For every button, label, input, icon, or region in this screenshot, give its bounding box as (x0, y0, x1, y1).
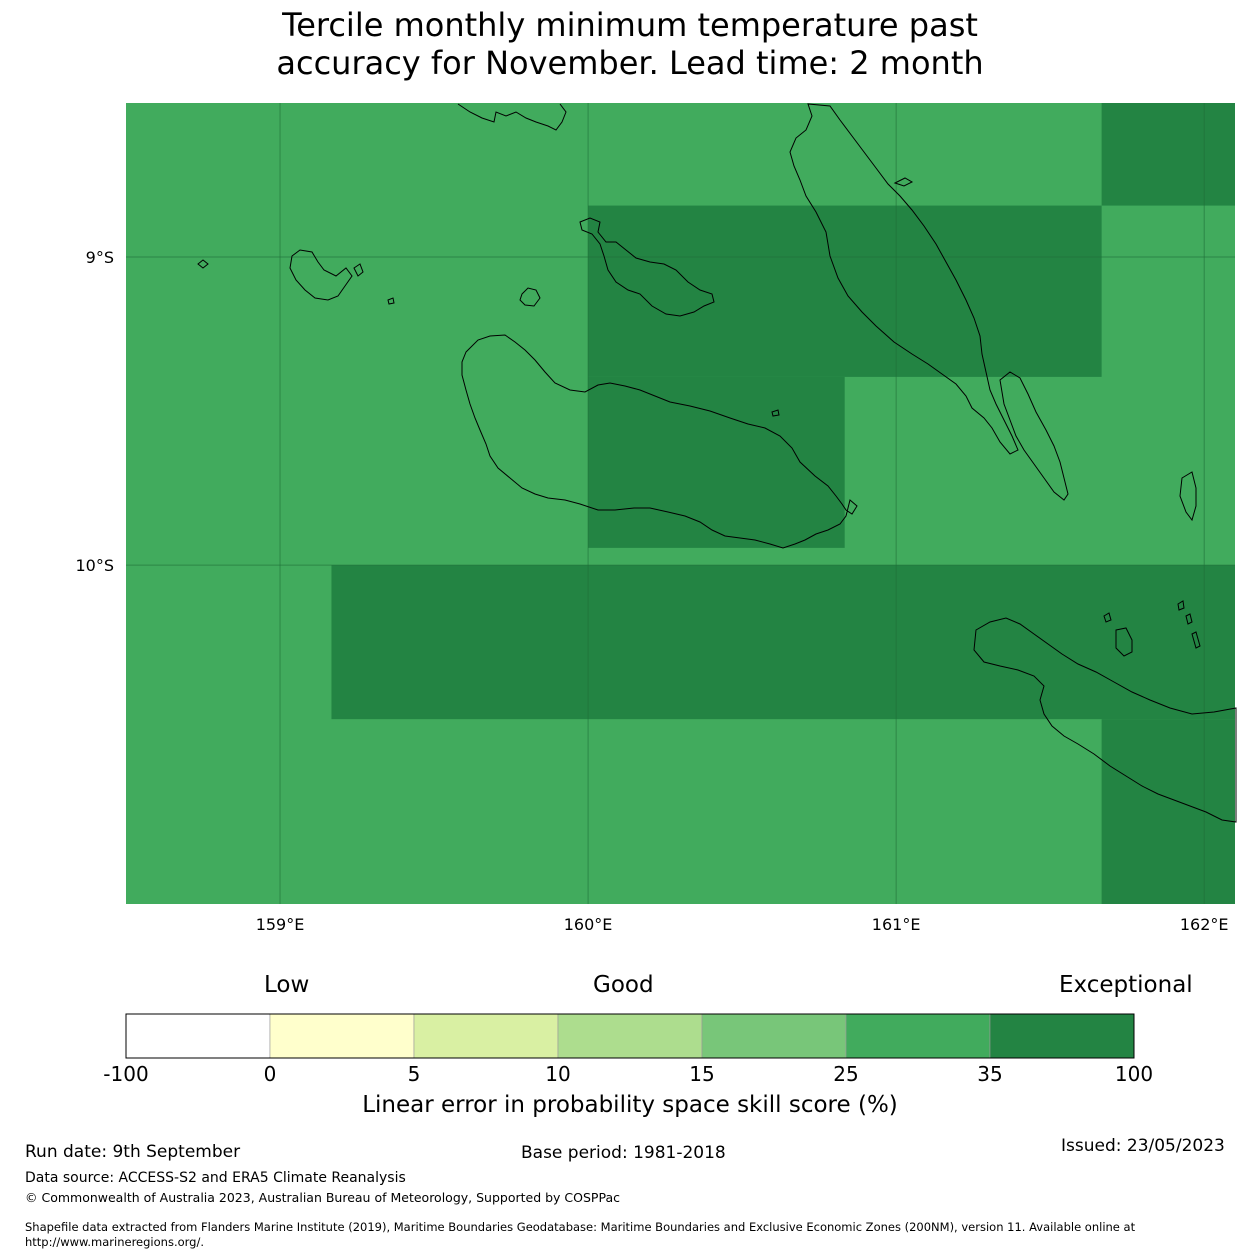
shapefile-credit-line-2: http://www.marineregions.org/. (25, 1235, 204, 1249)
colorbar-bin (269, 1013, 415, 1059)
russell-islet (353, 263, 364, 277)
russell-islands (289, 249, 353, 301)
makira-islet (1191, 631, 1201, 649)
colorbar-bin (557, 1013, 703, 1059)
high-skill-cell (331, 565, 1236, 720)
colorbar-tick-label: 35 (977, 1062, 1003, 1086)
colorbar-tick-label: 5 (407, 1062, 421, 1086)
map-title: Tercile monthly minimum temperature past… (0, 6, 1260, 82)
makira-island (973, 617, 1237, 823)
category-low: Low (264, 972, 310, 998)
title-line-2: accuracy for November. Lead time: 2 mont… (276, 44, 984, 82)
colorbar-tick-label: 15 (689, 1062, 715, 1086)
category-exceptional: Exceptional (1059, 972, 1193, 998)
copyright: © Commonwealth of Australia 2023, Austra… (25, 1190, 620, 1205)
x-tick-label: 162°E (1180, 915, 1229, 934)
new-georgia-coast (457, 103, 567, 131)
isabel-islet (893, 177, 914, 187)
issued-date: Issued: 23/05/2023 (1061, 1136, 1225, 1156)
gridlines (126, 103, 1235, 904)
category-good: Good (593, 972, 654, 998)
colorbar-tick-label: 100 (1114, 1062, 1154, 1086)
colorbar-bin (125, 1013, 271, 1059)
colorbar-tick-label: -100 (103, 1062, 149, 1086)
x-tick-label: 160°E (564, 915, 613, 934)
skill-map: 159°E 160°E 161°E 162°E 9°S 10°S (75, 103, 1237, 934)
malaita-island (999, 371, 1069, 501)
title-line-1: Tercile monthly minimum temperature past (282, 6, 978, 44)
colorbar-tick-label: 25 (833, 1062, 859, 1086)
high-skill-cell (1101, 719, 1235, 904)
base-period: Base period: 1981-2018 (521, 1143, 726, 1163)
ugi-island (1115, 627, 1133, 657)
colorbar-tick-label: 0 (263, 1062, 277, 1086)
colorbar-bin (845, 1013, 991, 1059)
y-tick-label: 10°S (75, 556, 114, 575)
colorbar-bin (413, 1013, 559, 1059)
sikaiana-island (1179, 471, 1197, 522)
makira-islet (1185, 613, 1193, 625)
guadalcanal-island (461, 334, 858, 549)
y-axis-ticks: 9°S 10°S (75, 248, 114, 575)
y-tick-label: 9°S (86, 248, 114, 267)
russell-islet (197, 259, 209, 269)
colorbar (125, 1013, 1135, 1059)
x-tick-label: 159°E (256, 915, 305, 934)
shapefile-credit-line-1: Shapefile data extracted from Flanders M… (25, 1220, 1136, 1234)
colorbar-tick-label: 10 (545, 1062, 571, 1086)
coastlines (197, 103, 1237, 823)
x-axis-ticks: 159°E 160°E 161°E 162°E (256, 915, 1229, 934)
makira-islet (1177, 600, 1185, 611)
x-tick-label: 161°E (872, 915, 921, 934)
high-skill-cell (588, 376, 845, 548)
colorbar-frame (125, 1013, 1135, 1059)
colorbar-bin (989, 1013, 1135, 1059)
colorbar-bin (701, 1013, 847, 1059)
high-skill-cells (331, 103, 1236, 904)
small-islet (771, 409, 780, 417)
data-source: Data source: ACCESS-S2 and ERA5 Climate … (25, 1170, 406, 1186)
russell-islet (387, 297, 395, 305)
makira-islet (1103, 612, 1112, 623)
colorbar-label: Linear error in probability space skill … (362, 1092, 898, 1118)
savo-island (519, 287, 541, 307)
high-skill-cell (1101, 103, 1235, 206)
run-date: Run date: 9th September (25, 1142, 241, 1162)
santa-isabel-island (789, 103, 1019, 455)
nggela-islands (579, 217, 715, 317)
